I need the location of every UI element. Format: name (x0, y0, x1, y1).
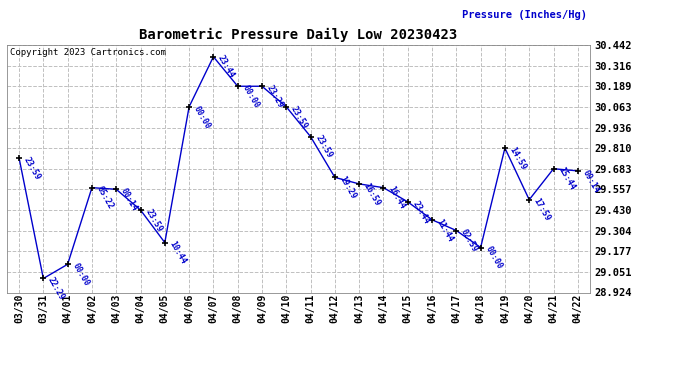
Text: 02:59: 02:59 (459, 228, 480, 254)
Text: 00:00: 00:00 (484, 245, 504, 271)
Text: 11:44: 11:44 (435, 217, 455, 243)
Text: 05:22: 05:22 (95, 185, 115, 211)
Text: 10:44: 10:44 (168, 240, 188, 266)
Text: 00:00: 00:00 (192, 104, 213, 130)
Text: 23:59: 23:59 (22, 155, 42, 181)
Text: 23:59: 23:59 (289, 104, 309, 130)
Text: 00:00: 00:00 (70, 261, 90, 288)
Text: 23:44: 23:44 (411, 199, 431, 225)
Text: 23:59: 23:59 (144, 207, 164, 233)
Text: 23:44: 23:44 (216, 54, 237, 80)
Text: 23:29: 23:29 (265, 84, 285, 110)
Text: 19:29: 19:29 (337, 175, 358, 201)
Text: 14:59: 14:59 (508, 145, 528, 171)
Text: 23:59: 23:59 (313, 134, 334, 160)
Text: Pressure (Inches/Hg): Pressure (Inches/Hg) (462, 10, 587, 20)
Text: 00:14: 00:14 (119, 186, 139, 213)
Text: 15:44: 15:44 (556, 166, 577, 192)
Text: 22:29: 22:29 (46, 276, 66, 302)
Text: 17:59: 17:59 (532, 197, 552, 223)
Text: 16:44: 16:44 (386, 185, 406, 211)
Text: 16:59: 16:59 (362, 181, 382, 207)
Text: 09:14: 09:14 (580, 168, 601, 194)
Text: Copyright 2023 Cartronics.com: Copyright 2023 Cartronics.com (10, 48, 166, 57)
Text: 00:00: 00:00 (241, 84, 261, 110)
Title: Barometric Pressure Daily Low 20230423: Barometric Pressure Daily Low 20230423 (139, 28, 457, 42)
